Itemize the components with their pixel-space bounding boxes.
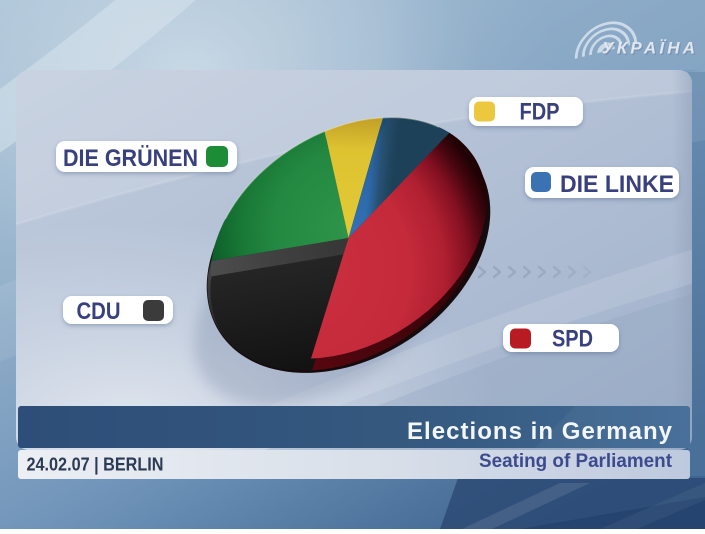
svg-text:24.02.07 | BERLIN: 24.02.07 | BERLIN: [27, 455, 164, 475]
svg-text:Seating of Parliament: Seating of Parliament: [479, 451, 673, 472]
svg-text:CDU: CDU: [77, 298, 121, 325]
svg-text:DIE GRÜNEN: DIE GRÜNEN: [63, 145, 198, 172]
svg-text:Elections in Germany: Elections in Germany: [407, 418, 673, 445]
svg-text:FDP: FDP: [520, 99, 560, 126]
svg-text:DIE LINKE: DIE LINKE: [560, 171, 674, 198]
svg-text:УКРАЇНА: УКРАЇНА: [602, 39, 695, 58]
svg-text:SPD: SPD: [552, 326, 593, 353]
svg-text:УКРАЇНА: УКРАЇНА: [603, 40, 696, 59]
